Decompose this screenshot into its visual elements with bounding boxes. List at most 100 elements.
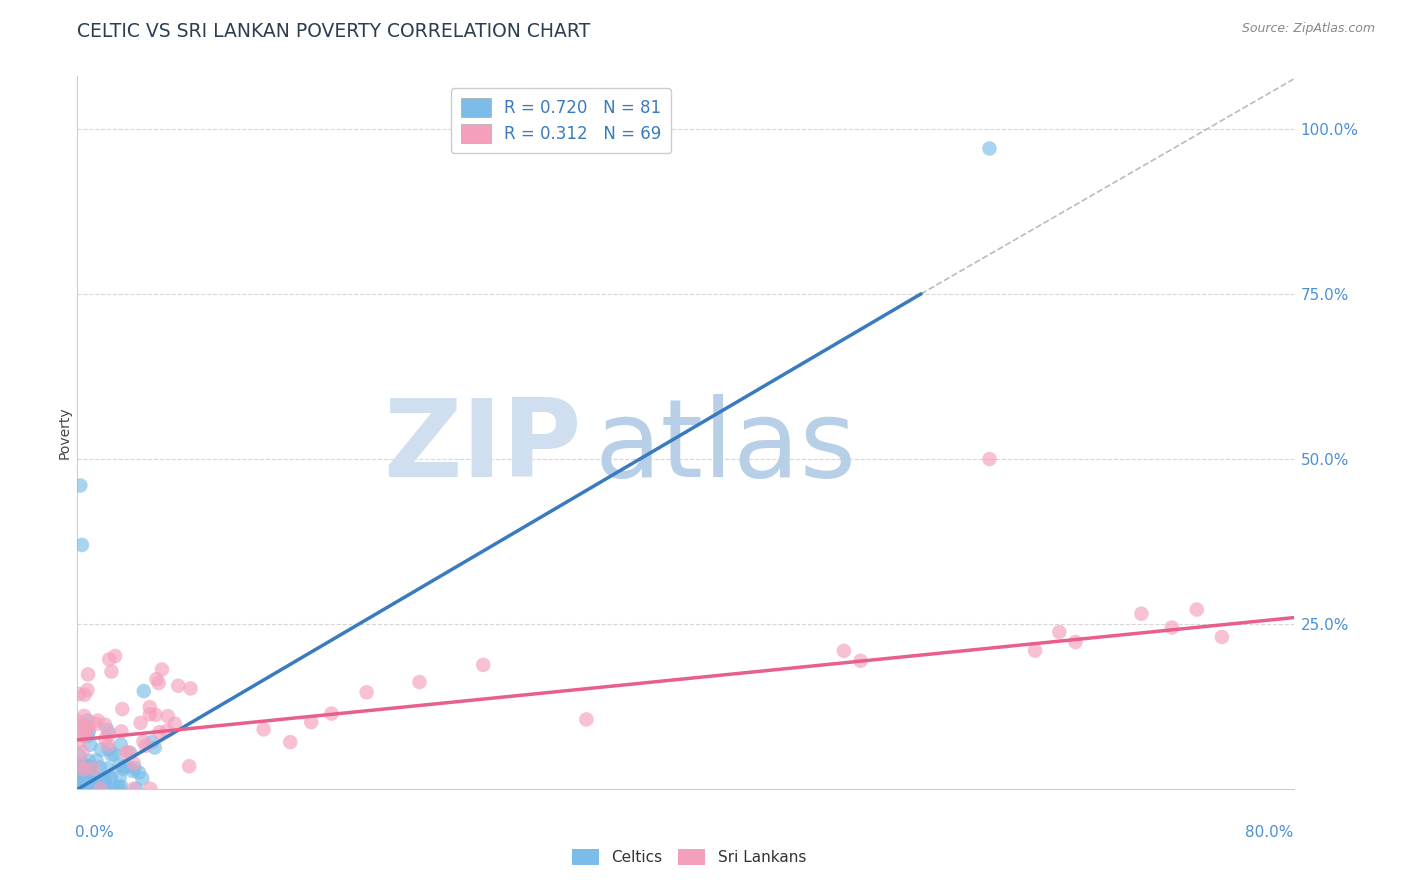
Point	[80, 760, 103, 774]
Point	[90, 781, 112, 796]
Point	[148, 725, 170, 739]
Point	[1024, 643, 1046, 657]
Point	[100, 771, 122, 785]
Point	[356, 685, 378, 699]
Point	[87, 714, 110, 728]
Point	[67, 735, 90, 749]
Point	[132, 684, 155, 698]
Point	[253, 723, 276, 737]
Point	[1211, 630, 1233, 644]
Point	[100, 770, 122, 784]
Point	[472, 657, 495, 672]
Point	[94, 781, 117, 796]
Point	[1064, 635, 1087, 649]
Point	[103, 747, 125, 762]
Point	[79, 781, 101, 796]
Point	[110, 780, 132, 794]
Point	[98, 727, 121, 741]
Point	[103, 781, 125, 796]
Point	[156, 709, 179, 723]
Point	[79, 738, 101, 752]
Point	[73, 688, 96, 702]
Point	[163, 716, 186, 731]
Point	[1185, 602, 1208, 616]
Point	[122, 781, 145, 796]
Point	[115, 746, 138, 760]
Point	[72, 767, 94, 781]
Point	[79, 760, 101, 774]
Text: 0.0%: 0.0%	[75, 825, 114, 840]
Point	[115, 759, 138, 773]
Point	[83, 781, 105, 796]
Point	[110, 724, 132, 739]
Point	[72, 769, 94, 783]
Point	[77, 667, 100, 681]
Point	[94, 731, 117, 746]
Point	[96, 723, 118, 737]
Point	[67, 766, 90, 780]
Point	[122, 756, 145, 771]
Point	[82, 781, 104, 796]
Point	[121, 764, 143, 778]
Point	[72, 772, 94, 787]
Point	[75, 758, 97, 772]
Point	[75, 781, 97, 796]
Point	[90, 742, 112, 756]
Point	[129, 715, 152, 730]
Text: CELTIC VS SRI LANKAN POVERTY CORRELATION CHART: CELTIC VS SRI LANKAN POVERTY CORRELATION…	[77, 22, 591, 41]
Point	[97, 742, 120, 756]
Point	[108, 757, 131, 772]
Point	[84, 772, 107, 786]
Point	[75, 719, 97, 733]
Point	[132, 734, 155, 748]
Point	[77, 781, 100, 796]
Point	[72, 781, 94, 796]
Point	[122, 761, 145, 775]
Point	[67, 758, 90, 772]
Point	[87, 781, 110, 796]
Point	[141, 735, 163, 749]
Point	[82, 762, 104, 776]
Point	[156, 723, 179, 738]
Point	[150, 663, 173, 677]
Point	[77, 754, 100, 768]
Point	[73, 719, 96, 733]
Point	[107, 781, 129, 796]
Point	[167, 679, 190, 693]
Point	[70, 779, 93, 793]
Point	[104, 648, 127, 663]
Point	[118, 746, 141, 760]
Point	[79, 781, 101, 796]
Point	[93, 779, 115, 793]
Point	[67, 714, 90, 729]
Point	[108, 770, 131, 784]
Point	[84, 775, 107, 789]
Point	[73, 725, 96, 739]
Point	[70, 538, 93, 552]
Point	[69, 478, 91, 492]
Point	[76, 683, 98, 698]
Point	[97, 739, 120, 753]
Point	[73, 763, 96, 777]
Point	[110, 738, 132, 752]
Point	[67, 687, 90, 701]
Point	[77, 724, 100, 739]
Point	[77, 722, 100, 736]
Point	[979, 141, 1001, 155]
Point	[75, 781, 97, 796]
Point	[67, 781, 90, 796]
Point	[67, 781, 90, 796]
Point	[100, 747, 122, 762]
Point	[93, 773, 115, 788]
Point	[117, 745, 139, 759]
Point	[148, 676, 170, 690]
Point	[979, 452, 1001, 467]
Point	[84, 716, 107, 731]
Point	[94, 717, 117, 731]
Point	[832, 644, 855, 658]
Y-axis label: Poverty: Poverty	[58, 407, 72, 458]
Point	[108, 780, 131, 794]
Point	[83, 770, 105, 784]
Text: 80.0%: 80.0%	[1246, 825, 1294, 840]
Point	[139, 781, 162, 796]
